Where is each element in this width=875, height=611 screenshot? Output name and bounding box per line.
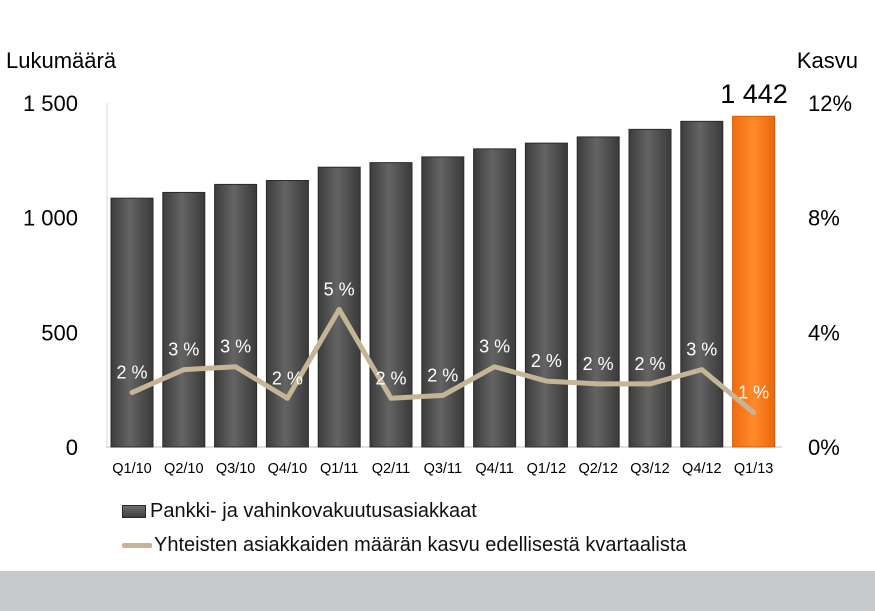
legend-label-line: Yhteisten asiakkaiden määrän kasvu edell… [154, 533, 687, 556]
legend-label-bars: Pankki- ja vahinkovakuutusasiakkaat [150, 499, 477, 522]
growth-label: 2 % [272, 368, 303, 388]
bar [421, 156, 465, 448]
bar [524, 142, 568, 448]
x-tick-label: Q3/11 [424, 461, 462, 477]
growth-line-series [129, 306, 757, 416]
x-tick-label: Q1/11 [320, 461, 358, 477]
bar [369, 162, 413, 448]
y-right-tick-label: 0% [808, 435, 840, 460]
x-tick-label: Q2/10 [164, 461, 204, 477]
bar [576, 136, 620, 448]
growth-label: 3 % [686, 340, 717, 360]
x-tick-label: Q1/12 [527, 461, 567, 477]
x-tick-label: Q4/11 [475, 461, 513, 477]
bar [214, 183, 258, 448]
growth-label: 2 % [531, 351, 562, 371]
growth-label: 2 % [375, 368, 406, 388]
y-right-tick-label: 4% [808, 320, 840, 345]
growth-label: 5 % [324, 279, 355, 299]
legend-line-swatch [122, 542, 152, 548]
growth-label: 2 % [427, 365, 458, 385]
growth-label: 2 % [634, 354, 665, 374]
y-left-tick-label: 1 000 [23, 206, 78, 231]
highlight-value-label: 1 442 [720, 79, 788, 109]
y-right-ticks: 12% 8% 4% 0% [808, 91, 852, 460]
x-tick-label: Q4/12 [682, 461, 722, 477]
y-right-tick-label: 8% [808, 206, 840, 231]
x-tick-label: Q3/10 [216, 461, 256, 477]
x-tick-label: Q1/13 [734, 461, 774, 477]
growth-line [129, 306, 757, 416]
chart: Lukumäärä Kasvu 1 500 1 000 500 0 12% 8% 4% 0%… [6, 48, 858, 477]
growth-label: 1 % [738, 383, 769, 403]
growth-label: 3 % [220, 337, 251, 357]
bar [162, 191, 206, 448]
legend-bar-swatch [122, 504, 146, 518]
growth-label: 3 % [168, 340, 199, 360]
x-tick-label: Q2/11 [372, 461, 410, 477]
bar [473, 148, 517, 448]
bar [110, 197, 154, 448]
y-left-tick-label: 1 500 [23, 91, 78, 116]
bar-highlight [732, 115, 776, 448]
bar [265, 180, 309, 448]
x-tick-label: Q2/12 [578, 461, 618, 477]
bottom-band [0, 571, 875, 611]
growth-label: 3 % [479, 337, 510, 357]
x-tick-label: Q4/10 [268, 461, 308, 477]
growth-label: 2 % [116, 363, 147, 383]
bar [680, 120, 724, 448]
y-right-axis-title: Kasvu [797, 48, 858, 73]
growth-label: 2 % [583, 354, 614, 374]
bar-series [110, 115, 776, 448]
growth-labels: 2 % 3 % 3 % 2 % 5 % 2 % 2 % 3 % 2 % 2 % 2 % 3 % 1 % [116, 279, 769, 402]
x-tick-label: Q1/10 [112, 461, 152, 477]
y-right-tick-label: 12% [808, 91, 852, 116]
legend: Pankki- ja vahinkovakuutusasiakkaat Yhte… [122, 494, 687, 562]
y-left-tick-label: 0 [66, 435, 78, 460]
bar [628, 128, 672, 448]
y-left-axis-title: Lukumäärä [6, 48, 117, 73]
x-tick-label: Q3/12 [630, 461, 670, 477]
x-axis-ticks: Q1/10 Q2/10 Q3/10 Q4/10 Q1/11 Q2/11 Q3/11 Q4/11… [112, 461, 773, 477]
legend-item-bars: Pankki- ja vahinkovakuutusasiakkaat [122, 494, 687, 528]
legend-item-line: Yhteisten asiakkaiden määrän kasvu edell… [122, 528, 687, 562]
y-left-tick-label: 500 [41, 320, 78, 345]
y-left-ticks: 1 500 1 000 500 0 [23, 91, 78, 460]
